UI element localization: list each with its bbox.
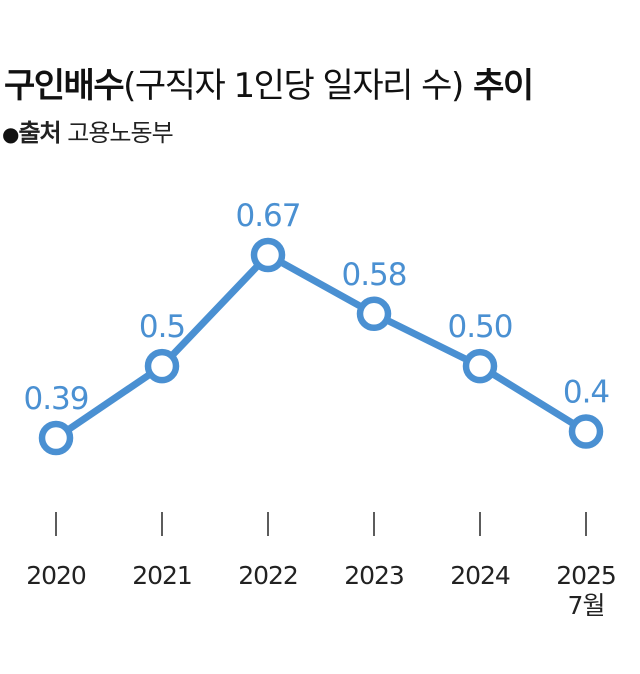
data-point-2020 [38,420,74,456]
bullet-icon: ● [2,122,19,146]
source-label: 출처 [18,119,61,147]
data-point-2021 [144,348,180,384]
data-point-2023 [356,296,392,332]
chart-title: 구인배수(구직자 1인당 일자리 수) 추이 [4,66,534,106]
x-tick-label-2023: 2023 [344,561,404,590]
source-value: 고용노동부 [67,119,173,147]
source-line: ●출처 고용노동부 [2,118,174,149]
data-point-2024 [462,348,498,384]
data-label-2021: 0.5 [139,309,185,345]
data-label-2023: 0.58 [341,257,406,293]
data-label-2020: 0.39 [23,381,88,417]
x-tick-label-2025: 2025 [556,561,616,590]
data-label-2025: 0.4 [563,375,609,411]
data-label-2022: 0.67 [235,198,300,234]
title-parenthetical: (구직자 1인당 일자리 수) [123,66,464,106]
title-main: 구인배수 [4,66,125,106]
data-point-2025 [568,414,604,449]
x-tick-label-2024: 2024 [450,561,510,590]
x-tick-label-2021: 2021 [132,561,192,590]
title-tail: 추이 [473,66,534,106]
x-tick-label-2020: 2020 [26,561,86,590]
x-tick-label-2022: 2022 [238,561,298,590]
data-point-2022 [250,237,286,273]
x-tick-sublabel-2025: 7월 [568,591,605,620]
series-line [52,251,590,442]
data-label-2024: 0.50 [447,309,512,345]
